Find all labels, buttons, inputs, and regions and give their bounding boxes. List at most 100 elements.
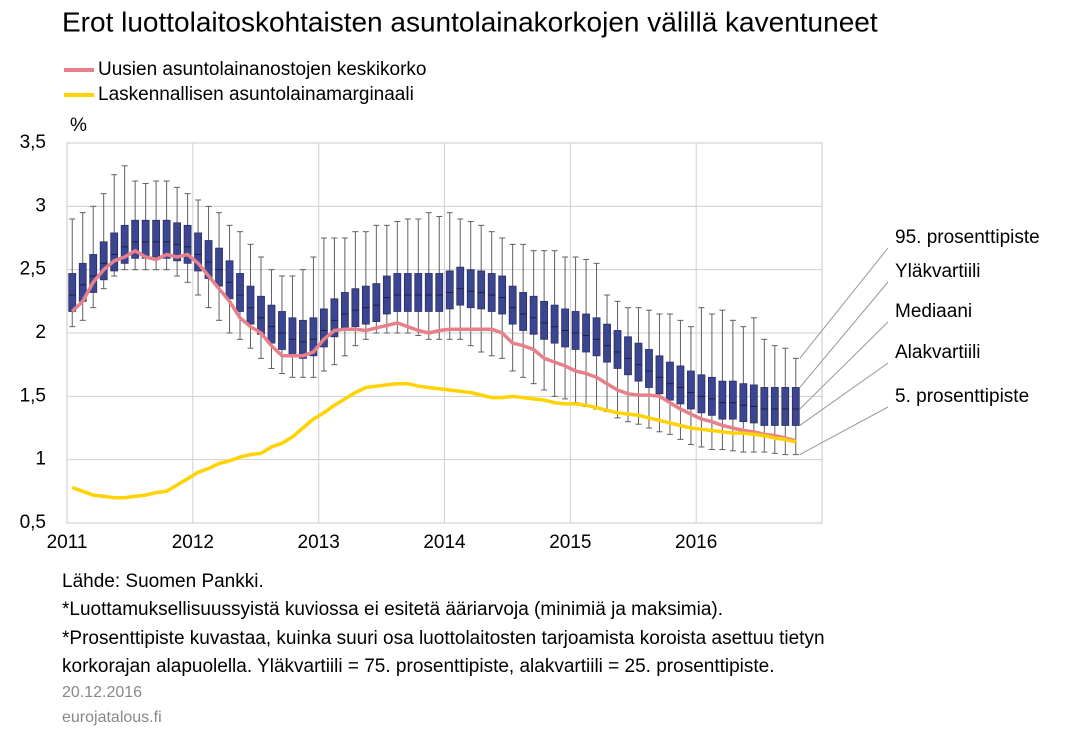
box bbox=[571, 311, 580, 350]
box bbox=[781, 387, 790, 426]
box bbox=[68, 273, 77, 312]
annotation: 95. prosenttipiste bbox=[895, 227, 1040, 248]
box bbox=[309, 317, 318, 357]
line-series bbox=[71, 381, 797, 500]
box bbox=[299, 319, 307, 359]
box bbox=[236, 273, 244, 312]
annotation: 5. prosenttipiste bbox=[895, 386, 1029, 407]
box bbox=[445, 270, 454, 310]
box bbox=[508, 285, 517, 325]
box bbox=[466, 269, 475, 309]
box bbox=[152, 219, 161, 259]
note: korkorajan alapuolella. Yläkvartiili = 7… bbox=[62, 656, 775, 677]
annotation: Yläkvartiili bbox=[895, 261, 981, 282]
y-tick-label: 2 bbox=[35, 322, 46, 343]
box bbox=[540, 300, 549, 340]
box bbox=[330, 298, 339, 338]
box bbox=[592, 317, 601, 357]
box bbox=[215, 247, 223, 287]
note: *Prosenttipiste kuvastaa, kuinka suuri o… bbox=[62, 628, 825, 649]
box bbox=[131, 219, 140, 259]
box bbox=[424, 273, 433, 312]
box bbox=[791, 387, 800, 426]
box bbox=[477, 270, 486, 310]
box bbox=[393, 273, 402, 312]
box bbox=[173, 222, 182, 262]
box bbox=[361, 285, 370, 325]
chart-title: Erot luottolaitoskohtaisten asuntolainak… bbox=[62, 6, 878, 37]
box bbox=[550, 304, 559, 344]
box bbox=[645, 349, 653, 388]
box bbox=[728, 380, 737, 420]
annotation: Mediaani bbox=[895, 301, 972, 322]
box bbox=[89, 254, 98, 293]
box bbox=[487, 273, 496, 312]
box bbox=[267, 304, 276, 344]
y-tick-label: 0,5 bbox=[20, 512, 46, 533]
box bbox=[529, 295, 538, 335]
box bbox=[120, 224, 129, 264]
box bbox=[561, 308, 569, 348]
box bbox=[687, 370, 695, 410]
site: eurojatalous.fi bbox=[62, 709, 162, 726]
y-tick-label: 1,5 bbox=[20, 385, 46, 406]
box bbox=[403, 273, 412, 312]
x-tick-label: 2016 bbox=[675, 532, 717, 553]
legend-label: Laskennallisen asuntolainamarginaali bbox=[98, 84, 414, 105]
x-tick-label: 2012 bbox=[172, 532, 214, 553]
box bbox=[414, 273, 423, 312]
box bbox=[697, 374, 706, 414]
line-series bbox=[70, 248, 797, 443]
box bbox=[603, 323, 611, 363]
box bbox=[340, 292, 349, 331]
source: Lähde: Suomen Pankki. bbox=[62, 571, 264, 592]
box bbox=[99, 241, 108, 281]
box bbox=[194, 232, 202, 272]
box bbox=[624, 336, 632, 376]
note: *Luottamuksellisuussyistä kuviossa ei es… bbox=[62, 599, 723, 620]
box bbox=[141, 219, 150, 259]
box bbox=[676, 365, 685, 405]
legend-label: Uusien asuntolainanostojen keskikorko bbox=[98, 59, 426, 80]
y-axis-label: % bbox=[70, 115, 87, 136]
box bbox=[435, 273, 444, 312]
box bbox=[382, 275, 391, 315]
box bbox=[456, 266, 465, 306]
box bbox=[707, 376, 716, 416]
plot-frame bbox=[66, 142, 823, 524]
x-tick-label: 2014 bbox=[423, 532, 466, 553]
box bbox=[655, 355, 664, 395]
box bbox=[760, 387, 769, 426]
box bbox=[613, 330, 622, 369]
box bbox=[582, 313, 590, 353]
box bbox=[372, 283, 381, 323]
leader-line bbox=[799, 362, 889, 426]
y-tick-label: 1 bbox=[35, 449, 46, 470]
y-tick-label: 3,5 bbox=[20, 132, 46, 153]
box bbox=[110, 232, 119, 272]
box bbox=[162, 219, 171, 259]
x-tick-label: 2015 bbox=[549, 532, 591, 553]
date: 20.12.2016 bbox=[62, 684, 142, 701]
leader-line bbox=[799, 406, 889, 456]
box bbox=[770, 387, 779, 426]
box bbox=[278, 311, 286, 350]
box bbox=[739, 383, 748, 423]
box bbox=[749, 384, 758, 424]
box bbox=[519, 292, 528, 331]
leader-line bbox=[799, 321, 889, 410]
x-tick-label: 2011 bbox=[47, 532, 88, 553]
box bbox=[351, 288, 360, 328]
box bbox=[246, 285, 255, 325]
leader-line bbox=[799, 247, 889, 359]
box bbox=[320, 308, 328, 348]
y-tick-label: 3 bbox=[35, 195, 46, 216]
box bbox=[225, 260, 234, 300]
box bbox=[257, 295, 265, 335]
box bbox=[634, 342, 643, 382]
annotation: Alakvartiili bbox=[895, 342, 981, 363]
box bbox=[498, 275, 507, 315]
x-tick-label: 2013 bbox=[298, 532, 340, 553]
box bbox=[288, 317, 297, 357]
